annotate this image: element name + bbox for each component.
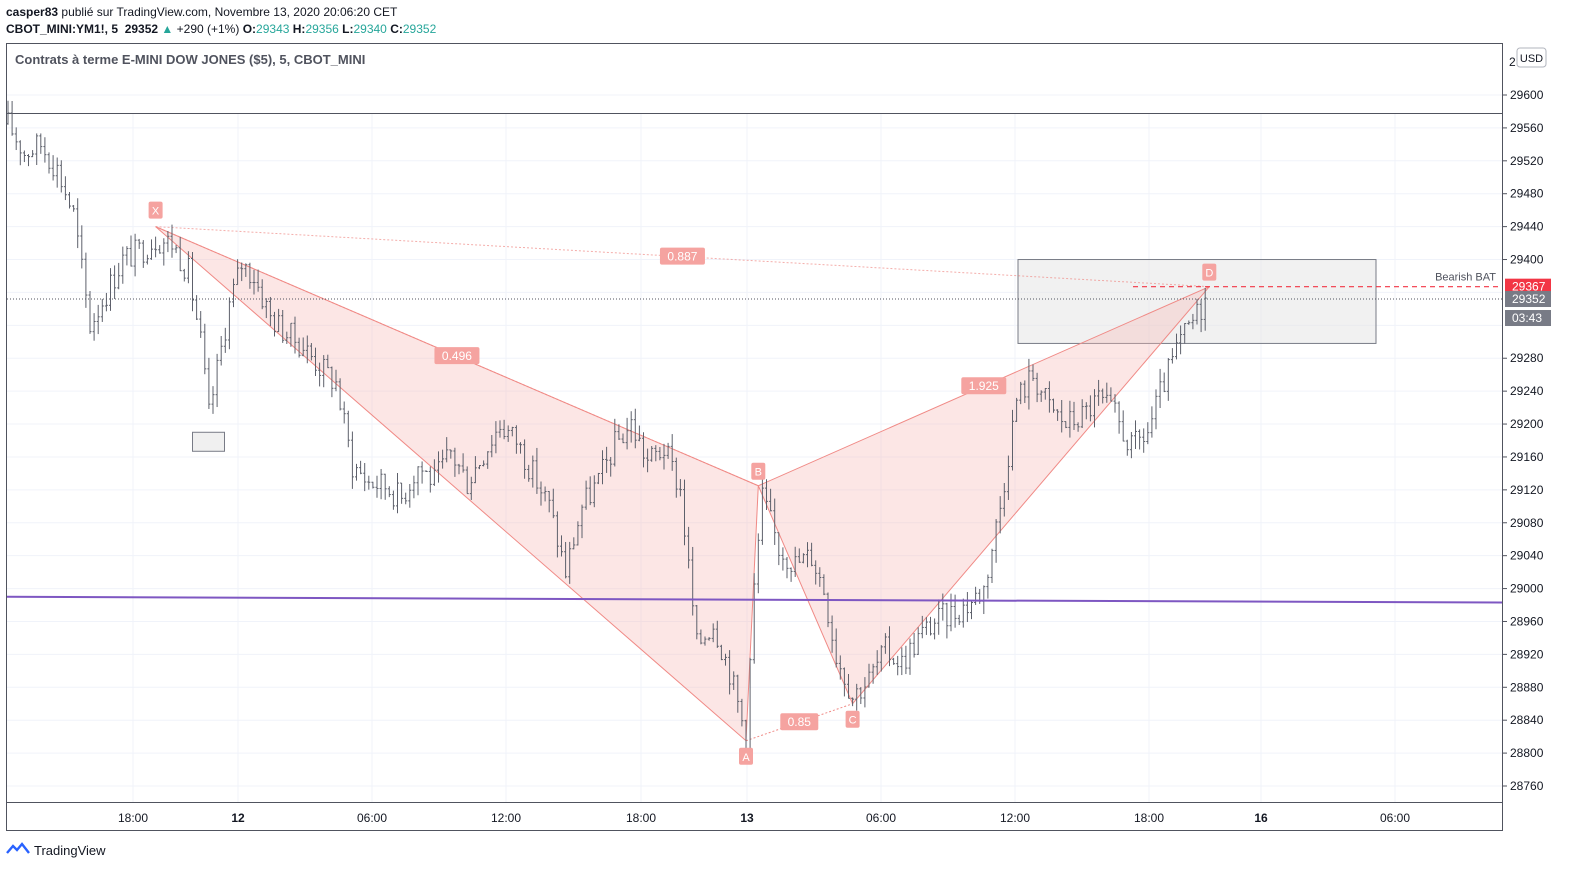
price-tick-label: 29280 xyxy=(1510,351,1544,365)
pattern-point-label: C xyxy=(849,715,857,727)
purple-support-line[interactable] xyxy=(6,595,1503,604)
chart-title: Contrats à terme E-MINI DOW JONES ($5), … xyxy=(15,52,365,67)
price-axis-top-label: 2 xyxy=(1509,55,1516,69)
pattern-point-marker xyxy=(148,201,163,219)
pattern-ratio-marker xyxy=(434,347,480,365)
publication-line: casper83 publié sur TradingView.com, Nov… xyxy=(6,5,397,19)
time-tick-label: 18:00 xyxy=(1134,811,1164,825)
publication-info: publié sur TradingView.com, Novembre 13,… xyxy=(61,5,398,19)
footer: TradingView xyxy=(6,842,106,859)
price-tick-label: 29480 xyxy=(1510,187,1544,201)
time-tick-label: 12:00 xyxy=(491,811,521,825)
pattern-triangle-bcd[interactable] xyxy=(757,286,1210,705)
pattern-name-label: Bearish BAT xyxy=(1435,272,1496,284)
price-axis[interactable]: 29600 29560 29520 29480 29440 29400 29280 29240… xyxy=(1502,44,1594,830)
time-tick-label: 12:00 xyxy=(1000,811,1030,825)
price-tick-label: 29600 xyxy=(1510,88,1544,102)
ohlc-line: CBOT_MINI:YM1!, 5 29352 ▲ +290 (+1%) O:2… xyxy=(6,22,436,36)
footer-brand[interactable]: TradingView xyxy=(34,843,106,858)
price-tick-label: 29440 xyxy=(1510,220,1544,234)
pattern-ratio-marker xyxy=(659,247,705,265)
currency-label: USD xyxy=(1520,53,1543,65)
price-tick-label: 29520 xyxy=(1510,154,1544,168)
plot-border xyxy=(6,43,1503,831)
price-bars xyxy=(6,100,1207,760)
price-tick-label: 28840 xyxy=(1510,713,1544,727)
pattern-ratio-label: 1.925 xyxy=(969,379,999,393)
pattern-point-label: D xyxy=(1205,268,1213,280)
price-change: +290 (+1%) xyxy=(176,22,240,36)
time-tick-label: 06:00 xyxy=(357,811,387,825)
pattern-point-marker xyxy=(845,710,860,728)
target-price-tag-bg xyxy=(1505,278,1551,295)
pattern-ratio-label: 0.887 xyxy=(667,250,697,264)
time-tick-label: 06:00 xyxy=(1380,811,1410,825)
symbol-label: CBOT_MINI:YM1!, 5 xyxy=(6,22,119,36)
time-tick-label: 13 xyxy=(740,811,754,825)
chart-grid xyxy=(7,94,1502,802)
horizontal-lines[interactable] xyxy=(6,286,1503,604)
pattern-point-label: A xyxy=(742,752,750,764)
price-tick-label: 28920 xyxy=(1510,647,1544,661)
target-price-tag: 29367 xyxy=(1512,280,1546,294)
time-tick-label: 12 xyxy=(231,811,245,825)
bar-countdown-tag: 03:43 xyxy=(1512,311,1542,325)
open-value: 29343 xyxy=(256,22,290,36)
author-name[interactable]: casper83 xyxy=(6,5,59,19)
price-axis-bg xyxy=(1503,44,1594,830)
high-value: 29356 xyxy=(305,22,339,36)
tradingview-logo-icon[interactable] xyxy=(6,842,30,859)
bar-countdown-tag-bg xyxy=(1505,310,1551,327)
high-label: H: xyxy=(292,22,306,36)
pattern-ratio-marker xyxy=(780,713,819,731)
low-marker-box xyxy=(192,431,225,452)
close-value: 29352 xyxy=(402,22,437,36)
pattern-triangle-xab[interactable] xyxy=(155,226,759,742)
pattern-point-marker xyxy=(1202,263,1217,281)
pattern-point-marker xyxy=(739,747,753,765)
current-price-tag: 29352 xyxy=(1512,292,1546,306)
pattern-ratio-label: 0.496 xyxy=(442,349,472,363)
current-price-tag-bg xyxy=(1505,291,1551,308)
price-tick-label: 29400 xyxy=(1510,253,1544,267)
low-label: L: xyxy=(342,22,354,36)
pattern-point-marker xyxy=(751,462,766,480)
time-axis[interactable]: 18:00 12 06:00 12:00 18:00 13 06:00 12:00 18:00 1… xyxy=(118,811,1410,825)
price-tick-label: 29080 xyxy=(1510,516,1544,530)
price-tick-label: 29560 xyxy=(1510,121,1544,135)
price-tick-label: 29000 xyxy=(1510,582,1544,596)
last-price: 29352 xyxy=(124,22,159,36)
time-tick-label: 18:00 xyxy=(626,811,656,825)
close-label: C: xyxy=(390,22,403,36)
price-tick-label: 29120 xyxy=(1510,483,1544,497)
currency-button[interactable]: USD xyxy=(1516,47,1547,68)
pattern-point-label: X xyxy=(152,206,160,218)
price-tick-label: 28800 xyxy=(1510,746,1544,760)
price-tick-label: 28760 xyxy=(1510,779,1544,793)
pattern-labels: X A B C D 0.496 0.85 1.925 0.887 Bearish BAT xyxy=(148,201,1496,765)
time-tick-label: 06:00 xyxy=(866,811,896,825)
price-tick-label: 29240 xyxy=(1510,384,1544,398)
pattern-ratio-marker xyxy=(961,377,1007,395)
price-tick-label: 29160 xyxy=(1510,450,1544,464)
open-label: O: xyxy=(242,22,257,36)
price-tick-label: 29040 xyxy=(1510,549,1544,563)
price-tick-label: 28960 xyxy=(1510,614,1544,628)
up-triangle-icon: ▲ xyxy=(161,22,174,36)
low-value: 29340 xyxy=(353,22,387,36)
price-tick-label: 29200 xyxy=(1510,417,1544,431)
time-tick-label: 16 xyxy=(1254,811,1268,825)
time-tick-label: 18:00 xyxy=(118,811,148,825)
price-tick-label: 28880 xyxy=(1510,680,1544,694)
pattern-point-label: B xyxy=(755,467,762,479)
pattern-ratio-label: 0.85 xyxy=(788,715,812,729)
